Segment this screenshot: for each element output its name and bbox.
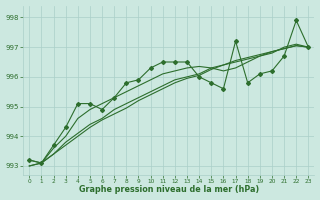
- X-axis label: Graphe pression niveau de la mer (hPa): Graphe pression niveau de la mer (hPa): [79, 185, 259, 194]
